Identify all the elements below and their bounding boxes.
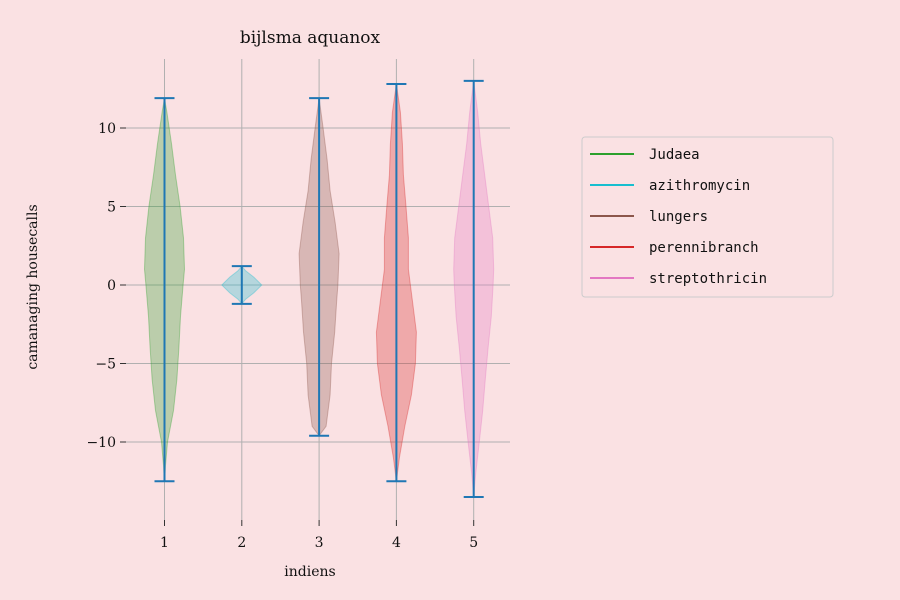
y-tick-label: −5 [95, 357, 116, 373]
y-tick-label: 5 [107, 200, 116, 216]
y-tick-label: −10 [86, 435, 116, 451]
legend-label: Judaea [649, 147, 700, 163]
legend-label: azithromycin [649, 178, 750, 194]
axes: −10 −5 0 5 10 1 2 3 4 5 [86, 121, 478, 551]
x-tick-label: 2 [237, 535, 246, 551]
chart-title: bijlsma aquanox [240, 28, 381, 48]
violins [143, 79, 495, 498]
legend-label: lungers [649, 209, 708, 225]
x-tick-label: 3 [315, 535, 324, 551]
legend: Judaea azithromycin lungers perennibranch st… [581, 136, 834, 298]
x-tick-label: 5 [469, 535, 478, 551]
x-tick-label: 4 [392, 535, 401, 551]
legend-frame [581, 136, 834, 298]
y-tick-label: 0 [107, 278, 116, 294]
y-axis-label: camanaging housecalls [25, 204, 41, 369]
legend-label: perennibranch [649, 240, 759, 256]
x-tick-label: 1 [160, 535, 169, 551]
x-axis-label: indiens [284, 564, 335, 580]
y-tick-label: 10 [98, 121, 116, 137]
legend-label: streptothricin [649, 271, 767, 287]
